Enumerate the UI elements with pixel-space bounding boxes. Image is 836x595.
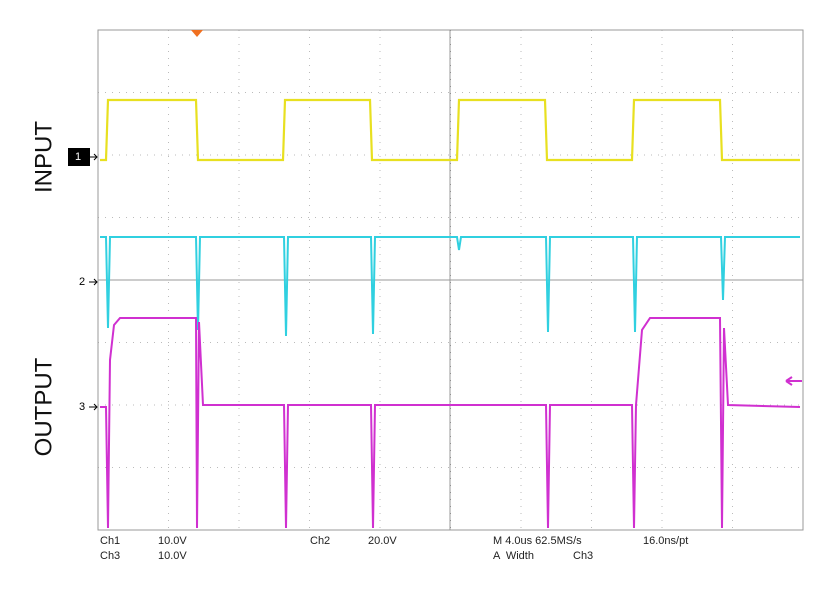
ch1-arrow	[90, 153, 98, 161]
readout: 16.0ns/pt	[643, 535, 688, 547]
readout: Ch3	[573, 550, 593, 562]
ch1-marker: 1	[75, 151, 81, 163]
readout: 10.0V	[158, 535, 187, 547]
readout: 20.0V	[368, 535, 397, 547]
input-label: INPUT	[30, 121, 57, 193]
readout: A Width	[493, 550, 534, 562]
readout: Ch2	[310, 535, 330, 547]
trigger-marker	[191, 30, 203, 37]
graticule-border	[97, 29, 804, 531]
ch3-arrow	[89, 403, 98, 411]
ch3-offset-arrow	[785, 376, 802, 386]
ch1-marker-box	[68, 148, 90, 166]
ch2-arrow	[89, 278, 98, 286]
graticule	[98, 30, 803, 530]
output-label: OUTPUT	[30, 357, 57, 456]
ch3-trace	[100, 317, 801, 529]
readout: Ch3	[100, 550, 120, 562]
ch2-trace	[100, 236, 800, 337]
ch2-marker: 2	[79, 276, 85, 288]
ch1-trace	[100, 98, 800, 162]
readout: 10.0V	[158, 550, 187, 562]
ch3-marker: 3	[79, 401, 85, 413]
readout: Ch1	[100, 535, 120, 547]
readout: M 4.0us 62.5MS/s	[493, 535, 582, 547]
